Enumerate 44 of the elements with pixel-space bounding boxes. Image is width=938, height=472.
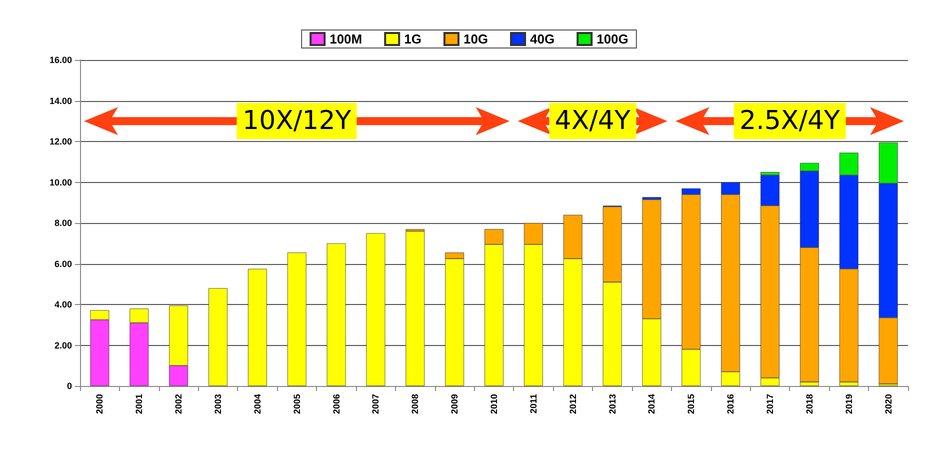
- x-tick-label: 2016: [726, 394, 736, 414]
- x-tick-label: 2009: [450, 394, 460, 414]
- x-tick-label: 2010: [489, 394, 499, 414]
- annotation: 4X/4Y: [548, 103, 636, 140]
- y-tick-label: 0: [66, 381, 72, 391]
- x-tick-label: 2006: [331, 394, 342, 414]
- legend-label: 40G: [530, 32, 555, 46]
- legend-label: 10G: [463, 32, 488, 46]
- y-tick-label: 10.00: [49, 177, 72, 188]
- bar: [248, 268, 267, 386]
- bar: [406, 231, 425, 386]
- x-tick-label: 2003: [213, 394, 223, 414]
- x-tick-label: 2020: [883, 394, 894, 414]
- y-tick-label: 4.00: [54, 300, 72, 310]
- x-tick-label: 2011: [528, 394, 538, 414]
- x-tick-label: 2019: [844, 394, 854, 414]
- bar: [208, 288, 228, 386]
- bar: [287, 252, 306, 386]
- y-tick-label: 12.00: [49, 136, 72, 146]
- y-tick-label: 6.00: [54, 258, 72, 269]
- y-tick-label: 2.00: [54, 340, 72, 350]
- x-tick-label: 2008: [410, 394, 420, 414]
- x-tick-label: 2001: [134, 394, 144, 414]
- x-tick-label: 2014: [646, 394, 657, 414]
- bar: [366, 233, 386, 386]
- y-tick-label: 14.00: [49, 96, 72, 106]
- x-tick-label: 2007: [370, 394, 381, 414]
- x-tick-label: 2000: [94, 394, 105, 414]
- x-tick-label: 2017: [765, 394, 775, 414]
- x-tick-label: 2013: [607, 394, 618, 414]
- x-tick-label: 2005: [292, 394, 302, 414]
- annotation: 2.5X/4Y: [734, 103, 846, 140]
- x-tick-label: 2018: [804, 394, 814, 414]
- y-tick-label: 16.00: [49, 55, 72, 65]
- legend-label: 100M: [330, 32, 362, 46]
- legend-label: 100G: [596, 32, 628, 46]
- bar: [326, 243, 346, 386]
- y-tick-label: 8.00: [54, 218, 72, 228]
- x-tick-label: 2004: [252, 394, 262, 414]
- x-tick-label: 2002: [174, 394, 184, 414]
- annotation: 10X/12Y: [236, 103, 358, 140]
- legend-label: 1G: [404, 32, 422, 46]
- x-tick-label: 2012: [568, 394, 578, 414]
- x-tick-label: 2015: [686, 394, 696, 414]
